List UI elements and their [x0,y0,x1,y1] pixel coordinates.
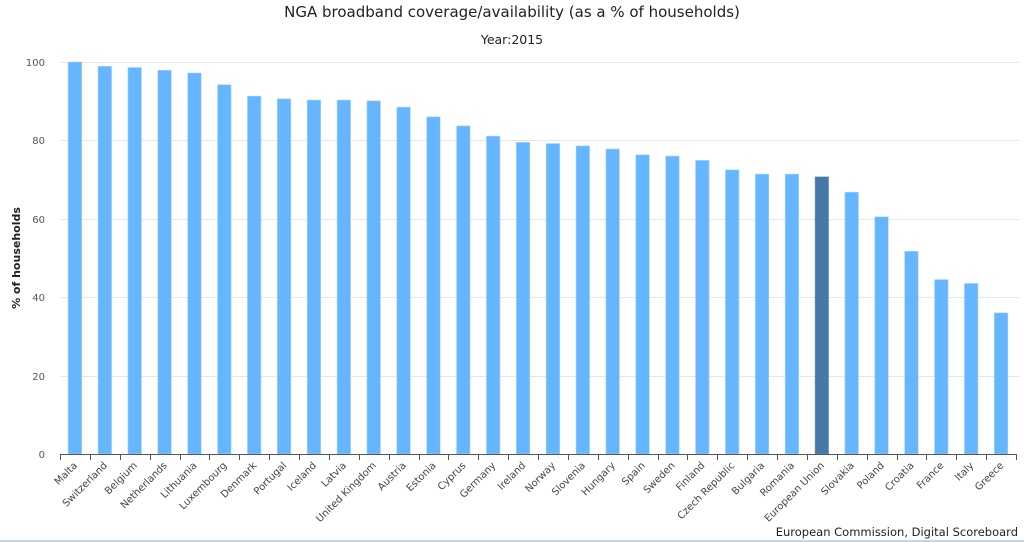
bar-netherlands[interactable] [157,69,172,455]
y-tick-label: 0 [39,450,45,461]
x-tick-label: Iceland [286,460,319,493]
bar-switzerland[interactable] [97,66,112,455]
x-tick-label: Italy [953,460,976,483]
x-tick-label: Malta [53,460,80,487]
x-tick-label: Sweden [642,460,678,496]
x-tick-label: Portugal [252,460,289,497]
y-tick-label: 100 [26,58,45,69]
bar-germany[interactable] [486,135,501,455]
chart-title: NGA broadband coverage/availability (as … [284,3,740,21]
x-tick-label: France [915,460,946,491]
bar-united-kingdom[interactable] [366,100,381,455]
bar-croatia[interactable] [904,251,919,455]
bar-czech-republic[interactable] [725,169,740,455]
x-tick-label: Greece [973,460,1006,493]
bar-latvia[interactable] [336,99,351,455]
x-tick-label: Croatia [883,460,916,493]
y-axis-title: % of households [10,207,23,309]
y-tick-label: 60 [32,215,45,226]
bar-spain[interactable] [635,154,650,455]
y-tick-label: 40 [32,293,45,304]
bar-european-union[interactable] [814,176,829,455]
x-tick-label: Slovakia [819,460,856,497]
bar-estonia[interactable] [426,116,441,455]
x-tick-label: Estonia [405,460,439,494]
bar-slovakia[interactable] [844,191,859,455]
x-axis-ticks [60,454,1017,460]
bar-finland[interactable] [695,160,710,455]
bar-ireland[interactable] [516,142,531,455]
bar-poland[interactable] [874,216,889,455]
x-tick-label: Latvia [320,460,349,489]
bar-cyprus[interactable] [456,125,471,455]
y-tick-label: 80 [32,136,45,147]
bar-malta[interactable] [67,61,82,455]
bar-austria[interactable] [396,106,411,455]
x-axis-labels: MaltaSwitzerlandBelgiumNetherlandsLithua… [53,460,1006,525]
bar-denmark[interactable] [247,95,262,455]
bar-belgium[interactable] [127,67,142,455]
bar-greece[interactable] [994,312,1009,455]
bar-romania[interactable] [784,173,799,455]
bar-slovenia[interactable] [575,145,590,455]
x-tick-label: Czech Republic [676,460,738,522]
y-axis-ticks: 0 20 40 60 80 100 [26,58,45,461]
y-tick-label: 20 [32,372,45,383]
x-tick-label: Spain [620,460,648,488]
bar-norway[interactable] [545,143,560,455]
bar-hungary[interactable] [605,148,620,455]
bar-italy[interactable] [964,283,979,455]
bar-iceland[interactable] [306,99,321,455]
x-tick-label: Poland [855,460,886,491]
bar-bulgaria[interactable] [755,173,770,455]
bar-luxembourg[interactable] [217,84,232,455]
bar-portugal[interactable] [277,98,292,455]
bar-sweden[interactable] [665,155,680,455]
bars [67,61,1009,455]
chart-subtitle: Year:2015 [480,32,543,47]
bar-france[interactable] [934,279,949,455]
bar-lithuania[interactable] [187,72,202,455]
x-tick-label: Austria [376,460,409,493]
chart-credit[interactable]: European Commission, Digital Scoreboard [776,525,1018,539]
